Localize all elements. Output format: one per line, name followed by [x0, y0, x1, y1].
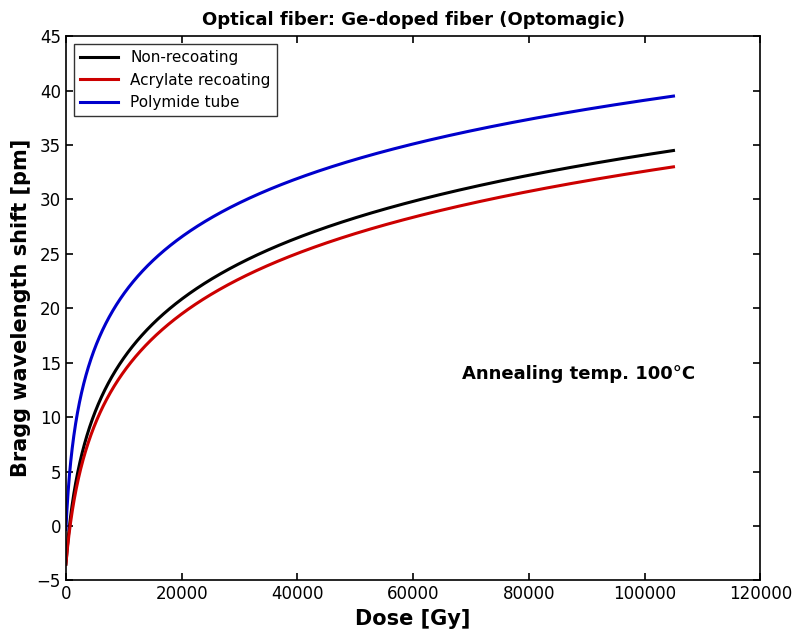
Polymide tube [320, 165, 330, 173]
Non-recoating [130, 339, 140, 347]
Polymide tube [130, 275, 140, 283]
Acrylate recoating [320, 239, 330, 247]
Non-recoating [656, 148, 666, 156]
Acrylate recoating [61, 560, 71, 568]
Non-recoating [294, 234, 303, 241]
Polymide tube [61, 525, 71, 533]
Acrylate recoating [656, 165, 666, 173]
Polymide tube [590, 104, 600, 111]
Line: Acrylate recoating: Acrylate recoating [66, 167, 673, 564]
Polymide tube [294, 174, 303, 182]
Text: Annealing temp. 100°C: Annealing temp. 100°C [461, 365, 694, 383]
Title: Optical fiber: Ge-doped fiber (Optomagic): Optical fiber: Ge-doped fiber (Optomagic… [201, 11, 624, 29]
Non-recoating [320, 224, 330, 232]
Line: Non-recoating: Non-recoating [66, 150, 673, 564]
Acrylate recoating [590, 175, 600, 183]
Acrylate recoating [668, 163, 678, 171]
Non-recoating [590, 159, 600, 167]
Polymide tube [656, 94, 666, 102]
Acrylate recoating [130, 353, 140, 361]
Non-recoating [61, 560, 71, 568]
Acrylate recoating [166, 318, 176, 326]
Acrylate recoating [294, 249, 303, 257]
Non-recoating [166, 303, 176, 311]
Line: Polymide tube: Polymide tube [66, 96, 673, 529]
Polymide tube [166, 241, 176, 248]
Non-recoating [668, 147, 678, 154]
Polymide tube [668, 92, 678, 100]
X-axis label: Dose [Gy]: Dose [Gy] [355, 609, 470, 629]
Y-axis label: Bragg wavelength shift [pm]: Bragg wavelength shift [pm] [11, 140, 31, 477]
Legend: Non-recoating, Acrylate recoating, Polymide tube: Non-recoating, Acrylate recoating, Polym… [74, 44, 276, 116]
